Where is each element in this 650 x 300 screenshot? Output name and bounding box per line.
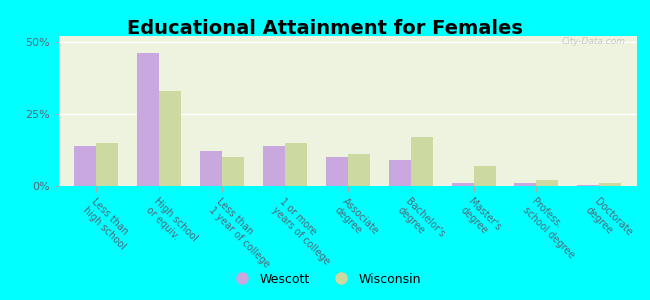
- Bar: [599, 183, 621, 186]
- Legend: Wescott, Wisconsin: Wescott, Wisconsin: [224, 268, 426, 291]
- Bar: [411, 137, 433, 186]
- Bar: [74, 146, 96, 186]
- Bar: [473, 166, 495, 186]
- Bar: [159, 91, 181, 186]
- Bar: [137, 53, 159, 186]
- Bar: [326, 157, 348, 186]
- Bar: [200, 152, 222, 186]
- Bar: [577, 184, 599, 186]
- Bar: [389, 160, 411, 186]
- Bar: [96, 143, 118, 186]
- Bar: [285, 143, 307, 186]
- Text: Educational Attainment for Females: Educational Attainment for Females: [127, 20, 523, 38]
- Bar: [263, 146, 285, 186]
- Text: City-Data.com: City-Data.com: [562, 38, 625, 46]
- Bar: [348, 154, 370, 186]
- Bar: [536, 180, 558, 186]
- Bar: [514, 183, 536, 186]
- Bar: [222, 157, 244, 186]
- Bar: [452, 183, 473, 186]
